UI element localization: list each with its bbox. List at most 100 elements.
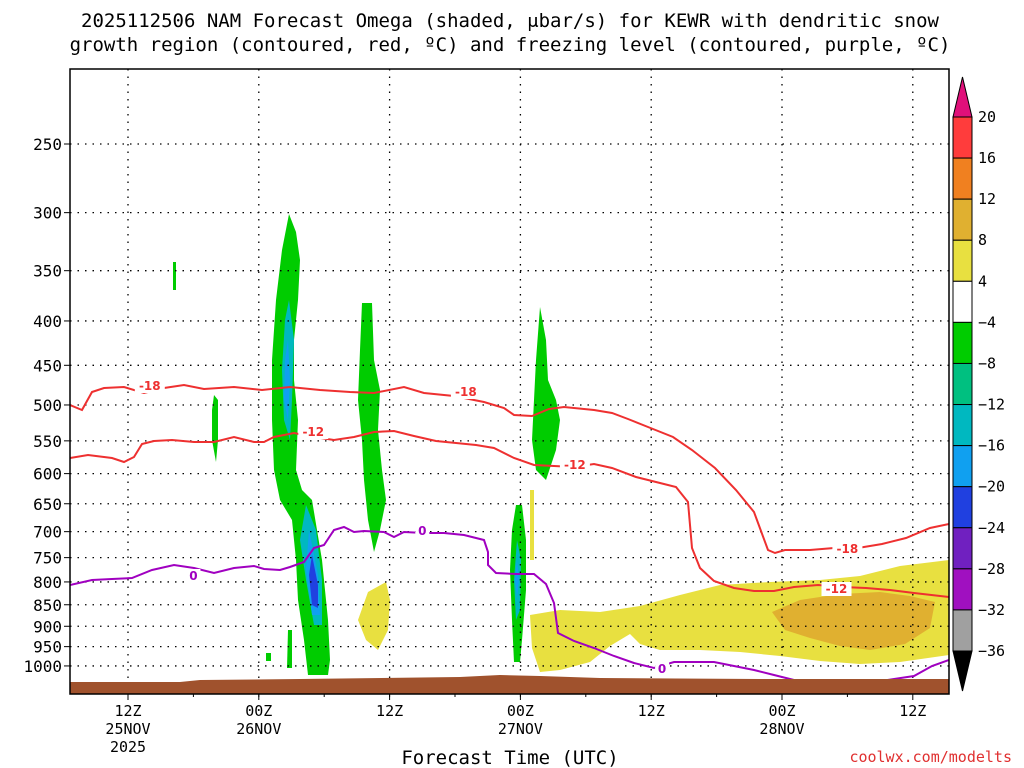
y-tick-label-700: 700 [33,523,62,542]
contour-label-bg--18-2 [832,542,863,556]
colorbar-label-7: −12 [978,396,1005,414]
omega-region-green-f [212,395,218,462]
x-tick-label-60-0: 12Z [638,702,665,720]
colorbar-swatch-12 [952,609,973,652]
x-tick-label-12-0: 12Z [114,702,141,720]
omega-region-yellow-a [358,582,390,650]
colorbar-label-8: −16 [978,437,1005,455]
colorbar-label-10: −24 [978,519,1005,537]
colorbar-bottom-arrow [952,650,973,692]
chart-title-line1: 2025112506 NAM Forecast Omega (shaded, μ… [81,10,939,32]
colorbar: 20 16 12 8 4 −4 −8 −12 −16 −20 −24 −28 −32 −36 [952,76,1005,692]
omega-region-green-h [266,653,271,661]
colorbar-label-1: 16 [978,149,996,167]
x-tick-label-12-2: 2025 [110,738,146,756]
colorbar-label-6: −8 [978,354,996,372]
plot-frame [69,68,950,695]
colorbar-label-5: −4 [978,313,996,331]
dgz-contour-minus18 [70,383,949,555]
x-tick-label-24-1: 26NOV [236,720,281,738]
y-tick-label-250: 250 [33,135,62,154]
colorbar-label-11: −28 [978,560,1005,578]
y-tick-label-400: 400 [33,312,62,331]
y-tick-label-650: 650 [33,495,62,514]
contour-label-bg-0-1 [415,524,430,538]
colorbar-label-13: −36 [978,642,1005,660]
contour-label-bg--18-0 [134,379,165,393]
colorbar-swatch-5 [952,321,973,364]
colorbar-swatch-9 [952,486,973,529]
chart-title-line2: growth region (contoured, red, ºC) and f… [70,34,951,56]
y-tick-label-750: 750 [33,549,62,568]
colorbar-label-2: 12 [978,190,996,208]
y-tick-label-450: 450 [33,356,62,375]
x-tick-label-72-1: 28NOV [759,720,804,738]
colorbar-swatch-4 [952,280,973,323]
x-tick-label-48-0: 00Z [507,702,534,720]
y-tick-label-900: 900 [33,617,62,636]
colorbar-label-4: 4 [978,272,987,290]
colorbar-label-3: 8 [978,231,987,249]
colorbar-label-9: −20 [978,478,1005,496]
colorbar-swatch-10 [952,527,973,570]
contour-label-0-0: 0 [189,569,197,583]
x-tick-label-24-0: 00Z [245,702,272,720]
contour-label--12-0: -12 [302,425,324,439]
colorbar-swatch-7 [952,404,973,447]
colorbar-swatch-8 [952,445,973,488]
terrain-edge [70,675,949,684]
y-tick-label-800: 800 [33,573,62,592]
dgz-contour-minus12 [70,429,949,598]
contour-label-bg-0-0 [186,569,201,583]
freezing-level-contour [70,525,949,683]
x-tick-label-48-1: 27NOV [498,720,543,738]
y-tick-label-850: 850 [33,596,62,615]
colorbar-label-0: 20 [978,108,996,126]
colorbar-top-arrow [952,76,973,118]
contour-label-bg--18-1 [450,385,481,399]
colorbar-swatch-2 [952,198,973,241]
y-tick-label-950: 950 [33,638,62,657]
plot-area [70,69,949,694]
y-tick-label-600: 600 [33,465,62,484]
omega-region-orange [772,592,935,650]
omega-region-green-g [287,630,292,668]
contour-label--12-2: -12 [826,582,848,596]
colorbar-swatch-0 [952,116,973,159]
contour-label--18-1: -18 [455,385,477,399]
x-tick-label-12-1: 25NOV [105,720,150,738]
omega-region-blue-c [515,560,519,598]
omega-region-green-b [358,303,386,552]
x-tick-label-72-0: 00Z [768,702,795,720]
contour-label-0-1: 0 [418,524,426,538]
omega-region-green-c [532,307,560,480]
omega-region-deepblue [309,555,318,608]
contour-label--18-0: -18 [139,379,161,393]
omega-region-blue-a [284,340,290,420]
colorbar-label-12: −32 [978,601,1005,619]
ground-surface [70,682,949,694]
contour-label-bg--12-0 [298,425,329,439]
colorbar-swatch-11 [952,568,973,611]
omega-region-green-e [173,262,176,290]
contour-label-bg--12-2 [821,582,852,596]
y-tick-label-500: 500 [33,396,62,415]
contour-label--12-1: -12 [564,458,586,472]
y-tick-label-350: 350 [33,262,62,281]
x-tick-label-84-0: 12Z [899,702,926,720]
omega-region-yellow-b [530,490,534,560]
colorbar-swatch-3 [952,239,973,282]
contour-label-0-2: 0 [658,662,666,676]
colorbar-swatch-1 [952,157,973,200]
y-tick-label-300: 300 [33,204,62,223]
x-axis-label: Forecast Time (UTC) [401,747,618,768]
y-tick-label-1000: 1000 [23,657,62,676]
y-axis: 250 300 350 400 450 500 550 600 650 700 750 800 850 9… [23,135,70,676]
x-tick-label-36-0: 12Z [376,702,403,720]
colorbar-swatch-6 [952,362,973,406]
contour-label-bg-0-2 [655,662,670,676]
contour-label--18-2: -18 [837,542,859,556]
credit-text: coolwx.com/modelts [849,748,1012,766]
